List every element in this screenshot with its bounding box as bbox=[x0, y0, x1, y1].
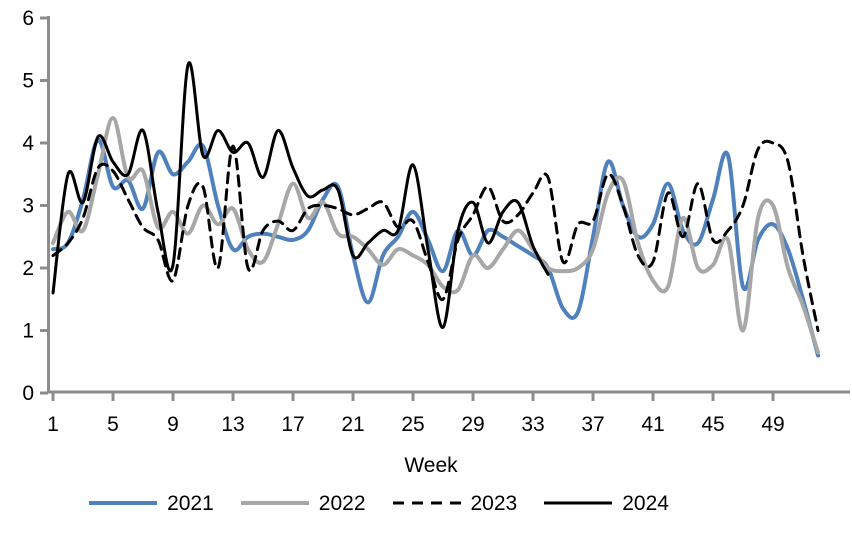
legend-item-2021: 2021 bbox=[88, 493, 214, 514]
legend-item-2023: 2023 bbox=[392, 491, 518, 515]
series-line-2021 bbox=[51, 137, 820, 358]
x-tick-label: 9 bbox=[167, 413, 179, 436]
y-tick-label: 1 bbox=[22, 320, 34, 343]
legend-label-2022: 2022 bbox=[318, 491, 366, 515]
x-tick-label: 37 bbox=[581, 413, 604, 436]
legend-item-2024: 2024 bbox=[543, 493, 669, 514]
x-tick-label: 33 bbox=[521, 413, 544, 436]
x-tick-label: 25 bbox=[401, 413, 424, 436]
x-tick-label: 21 bbox=[341, 413, 364, 436]
legend-line-2023-icon bbox=[392, 501, 461, 505]
y-tick-label: 3 bbox=[22, 195, 34, 218]
legend-label-2023: 2023 bbox=[470, 491, 518, 515]
x-tick-label: 1 bbox=[47, 413, 59, 436]
x-tick-label: 5 bbox=[107, 413, 119, 436]
series-line-2022 bbox=[51, 115, 820, 355]
legend-line-2024-icon bbox=[544, 501, 613, 505]
y-tick-label: 0 bbox=[22, 382, 34, 405]
x-tick-label: 13 bbox=[221, 413, 244, 436]
series-line-2024 bbox=[51, 61, 550, 329]
x-tick-label: 29 bbox=[461, 413, 484, 436]
x-tick-label: 49 bbox=[761, 413, 784, 436]
y-tick-label: 6 bbox=[22, 7, 34, 30]
y-tick-label: 4 bbox=[22, 132, 34, 155]
legend-line-2022-icon bbox=[240, 501, 309, 505]
legend-line-2021-icon bbox=[89, 501, 158, 505]
legend-label-2024: 2024 bbox=[622, 491, 669, 515]
chart-legend: 2021 2022 2023 2024 bbox=[0, 489, 757, 517]
x-tick-label: 45 bbox=[701, 413, 724, 436]
x-tick-label: 17 bbox=[281, 413, 304, 436]
y-tick-label: 2 bbox=[22, 257, 34, 280]
x-axis-title: Week bbox=[404, 454, 458, 477]
y-tick-label: 5 bbox=[22, 70, 34, 93]
legend-label-2021: 2021 bbox=[167, 491, 214, 515]
legend-item-2022: 2022 bbox=[240, 493, 366, 514]
x-tick-label: 41 bbox=[641, 413, 664, 436]
